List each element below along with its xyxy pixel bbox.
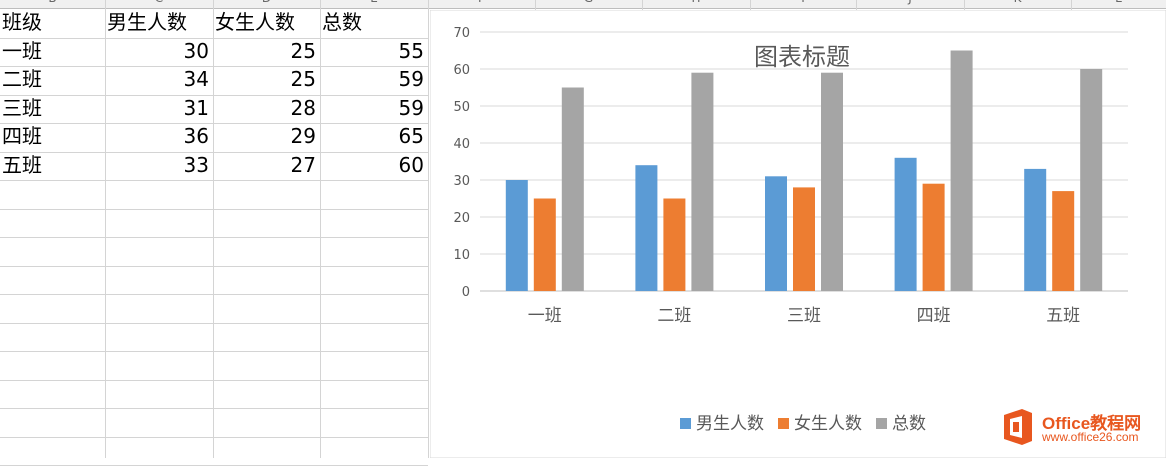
- bar-2-5: [1052, 191, 1075, 291]
- y-tick-label: 20: [453, 211, 470, 226]
- y-tick-label: 70: [453, 26, 470, 41]
- legend-label-1: 男生人数: [696, 414, 764, 434]
- bar-3-2: [691, 72, 714, 291]
- y-tick-label: 30: [453, 174, 470, 189]
- x-tick-label: 一班: [528, 306, 562, 326]
- class-name-cell[interactable]: 四班: [2, 124, 42, 148]
- column-header-letter[interactable]: I: [793, 0, 813, 5]
- row-gridline: [0, 180, 428, 181]
- bar-2-3: [793, 187, 815, 291]
- x-tick-label: 三班: [787, 306, 821, 326]
- column-gridline: [213, 0, 214, 458]
- legend-label-2: 女生人数: [794, 414, 862, 434]
- bar-1-4: [894, 157, 917, 291]
- row-gridline: [0, 351, 428, 352]
- row-gridline: [0, 37, 428, 39]
- column-header-letter[interactable]: B: [43, 0, 63, 5]
- header-cell[interactable]: 总数: [322, 10, 362, 34]
- legend-swatch-1: [680, 418, 691, 429]
- y-tick-label: 40: [453, 137, 470, 152]
- value-cell[interactable]: 28: [290, 95, 316, 120]
- column-header-letter[interactable]: H: [686, 0, 706, 5]
- bar-1-2: [635, 165, 658, 291]
- row-gridline: [0, 408, 428, 409]
- x-tick-label: 二班: [657, 306, 691, 326]
- column-header-letter[interactable]: L: [1109, 0, 1129, 5]
- bar-2-4: [922, 183, 945, 291]
- value-cell[interactable]: 55: [398, 38, 424, 63]
- value-cell[interactable]: 31: [183, 95, 209, 120]
- bar-2-1: [533, 198, 556, 291]
- x-tick-label: 四班: [917, 306, 951, 326]
- row-gridline: [0, 265, 428, 267]
- row-gridline: [0, 94, 428, 96]
- legend-swatch-2: [778, 418, 789, 429]
- column-header-letter[interactable]: D: [257, 0, 277, 5]
- column-header-letter[interactable]: K: [1008, 0, 1028, 5]
- row-gridline: [0, 123, 428, 124]
- legend-swatch-3: [876, 418, 887, 429]
- row-gridline: [0, 208, 428, 210]
- column-header-bar: [0, 0, 1166, 9]
- class-name-cell[interactable]: 五班: [2, 152, 42, 177]
- bar-1-5: [1024, 168, 1047, 291]
- column-header-letter[interactable]: J: [900, 0, 920, 5]
- value-cell[interactable]: 59: [398, 67, 424, 91]
- value-cell[interactable]: 29: [290, 124, 316, 148]
- y-tick-label: 50: [453, 100, 470, 115]
- bar-3-3: [821, 72, 843, 291]
- value-cell[interactable]: 27: [290, 152, 316, 177]
- header-cell[interactable]: 男生人数: [107, 10, 187, 34]
- bar-3-4: [950, 50, 973, 291]
- value-cell[interactable]: 33: [183, 152, 209, 177]
- header-cell[interactable]: 班级: [2, 10, 42, 34]
- column-header-letter[interactable]: F: [472, 0, 492, 5]
- value-cell[interactable]: 25: [290, 38, 316, 63]
- row-gridline: [0, 294, 428, 295]
- watermark-brand: Office教程网: [1042, 414, 1142, 433]
- column-gridline: [105, 0, 106, 458]
- watermark-url: www.office26.com: [1042, 430, 1139, 444]
- row-gridline: [0, 322, 428, 324]
- value-cell[interactable]: 65: [398, 124, 424, 148]
- bar-2-2: [663, 198, 686, 291]
- column-header-letter[interactable]: E: [364, 0, 384, 5]
- row-gridline: [0, 379, 428, 381]
- y-tick-label: 60: [453, 63, 470, 78]
- legend-label-3: 总数: [892, 414, 926, 434]
- column-header-letter[interactable]: G: [579, 0, 599, 5]
- y-tick-label: 10: [453, 248, 470, 263]
- column-gridline: [320, 0, 321, 458]
- row-gridline: [0, 436, 428, 438]
- bar-1-1: [505, 180, 528, 291]
- value-cell[interactable]: 59: [398, 95, 424, 120]
- bar-3-1: [561, 87, 584, 291]
- row-gridline: [0, 237, 428, 238]
- column-header-letter[interactable]: C: [149, 0, 169, 5]
- class-name-cell[interactable]: 一班: [2, 38, 42, 63]
- y-tick-label: 0: [462, 285, 470, 300]
- class-name-cell[interactable]: 三班: [2, 95, 42, 120]
- value-cell[interactable]: 60: [398, 152, 424, 177]
- row-gridline: [0, 151, 428, 153]
- value-cell[interactable]: 30: [183, 38, 209, 63]
- office-logo-icon: [1000, 407, 1036, 447]
- bar-3-5: [1080, 69, 1103, 291]
- header-cell[interactable]: 女生人数: [215, 10, 295, 34]
- value-cell[interactable]: 34: [183, 67, 209, 91]
- chart-title: 图表标题: [754, 43, 850, 71]
- x-tick-label: 五班: [1046, 306, 1080, 326]
- class-name-cell[interactable]: 二班: [2, 67, 42, 91]
- row-gridline: [0, 66, 428, 67]
- value-cell[interactable]: 36: [183, 124, 209, 148]
- value-cell[interactable]: 25: [290, 67, 316, 91]
- bar-1-3: [765, 176, 787, 291]
- column-gridline: [428, 0, 429, 458]
